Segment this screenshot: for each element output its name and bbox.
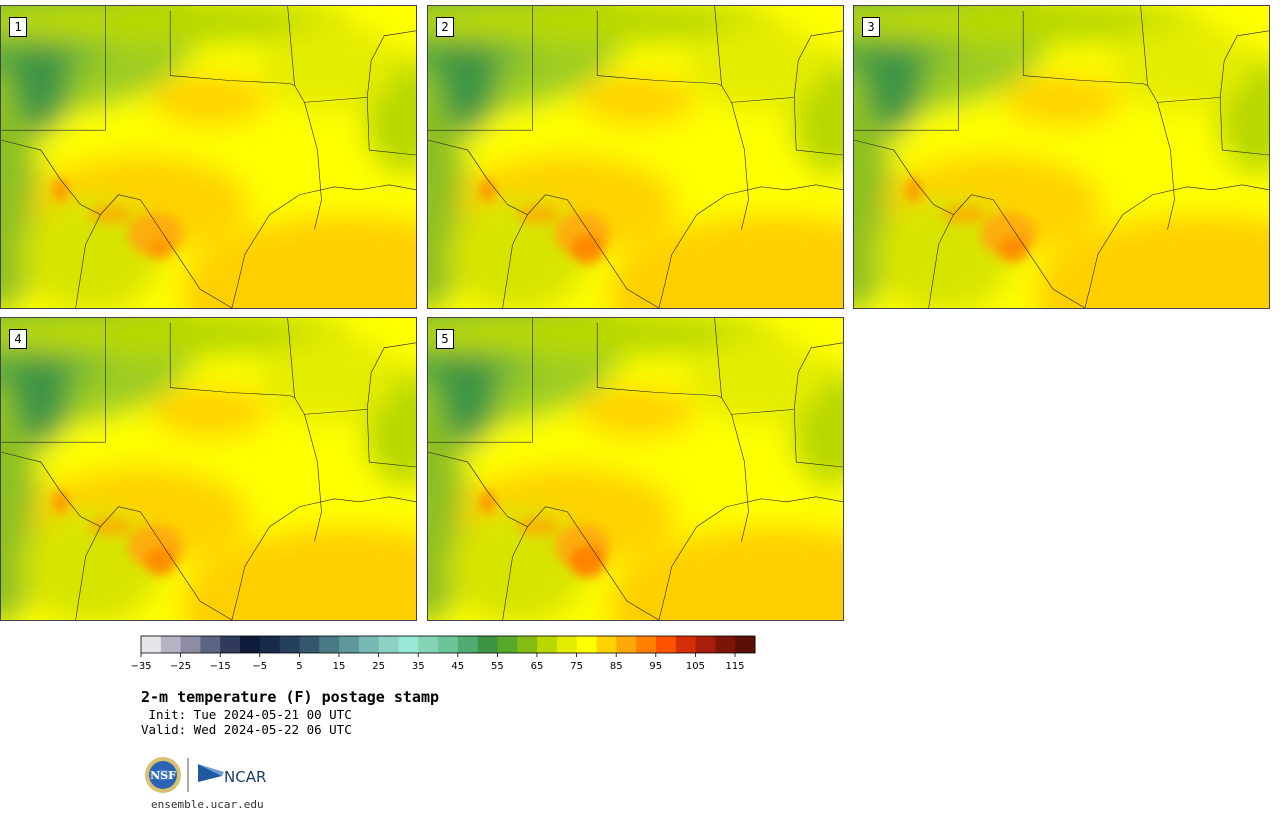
colorbar-segment — [200, 636, 221, 653]
colorbar-segment — [695, 636, 716, 653]
nsf-logo-text: NSF — [150, 769, 176, 782]
colorbar-tick-label: 45 — [451, 661, 464, 672]
temperature-colorbar: −35 −25 −15 −5 5 15 25 35 45 55 65 75 85 95 105 115 — [130, 635, 756, 672]
colorbar-tick-label: 95 — [649, 661, 662, 672]
colorbar-segment — [141, 636, 162, 653]
init-time: Init: Tue 2024-05-21 00 UTC — [141, 707, 352, 722]
colorbar-segment — [636, 636, 657, 653]
colorbar-tick-label: 25 — [372, 661, 385, 672]
colorbar-tick-label: 35 — [412, 661, 425, 672]
colorbar-segment — [378, 636, 399, 653]
colorbar-segment — [477, 636, 499, 653]
colorbar-segment — [220, 636, 241, 653]
panel-number-label: 2 — [436, 17, 454, 37]
panel-number-label: 3 — [862, 17, 880, 37]
colorbar-segment — [279, 636, 300, 653]
panel-number-label: 4 — [9, 329, 27, 349]
stamp-panel-3: 3 — [853, 5, 1270, 309]
colorbar-tick-label: −5 — [252, 661, 267, 672]
ncar-logo-text: NCAR — [224, 768, 266, 786]
colorbar-segment — [675, 636, 697, 653]
colorbar-tick-label: −15 — [210, 661, 231, 672]
colorbar-tick-label: 115 — [725, 661, 744, 672]
colorbar-segment — [438, 636, 459, 653]
colorbar-tick-label: 55 — [491, 661, 504, 672]
colorbar-tick-label: 85 — [610, 661, 623, 672]
colorbar-segment — [160, 636, 182, 653]
colorbar-tick-label: 105 — [686, 661, 705, 672]
stamp-panel-5: 5 — [427, 317, 844, 621]
colorbar-tick-label: −25 — [170, 661, 191, 672]
stamp-panel-1: 1 — [0, 5, 417, 309]
colorbar-segment — [457, 636, 479, 653]
stamp-panel-2: 2 — [427, 5, 844, 309]
colorbar-segment — [259, 636, 281, 653]
colorbar-segment — [537, 636, 558, 653]
plot-title: 2-m temperature (F) postage stamp — [141, 688, 440, 706]
stamp-panel-4: 4 — [0, 317, 417, 621]
colorbar-segment — [358, 636, 380, 653]
colorbar-segment — [596, 636, 617, 653]
colorbar-segment — [715, 636, 736, 653]
temperature-map — [1, 318, 416, 620]
colorbar-segment — [339, 636, 360, 653]
colorbar-segment — [418, 636, 439, 653]
colorbar-segment — [180, 636, 201, 653]
colorbar-segment — [616, 636, 637, 653]
colorbar-segment — [735, 636, 756, 653]
colorbar-segment — [576, 636, 598, 653]
ncar-logo: NCAR — [198, 764, 266, 786]
colorbar-segment — [398, 636, 419, 653]
colorbar-tick-label: 15 — [333, 661, 346, 672]
temperature-map — [1, 6, 416, 308]
colorbar-tick-label: 5 — [296, 661, 302, 672]
colorbar-segment — [299, 636, 320, 653]
panel-number-label: 1 — [9, 17, 27, 37]
colorbar-segment — [240, 636, 261, 653]
colorbar-segment — [319, 636, 340, 653]
nsf-logo: NSF — [145, 757, 181, 793]
colorbar-segment — [517, 636, 538, 653]
colorbar-segment — [556, 636, 578, 653]
colorbar-segment — [497, 636, 518, 653]
temperature-map — [428, 6, 843, 308]
title-block: 2-m temperature (F) postage stamp Init: … — [141, 688, 439, 737]
colorbar-tick-label: 65 — [531, 661, 544, 672]
valid-time: Valid: Wed 2024-05-22 06 UTC — [141, 722, 352, 737]
colorbar-tick-label: 75 — [570, 661, 583, 672]
logos: NSF NCAR — [145, 757, 266, 793]
panel-number-label: 5 — [436, 329, 454, 349]
website-url: ensemble.ucar.edu — [151, 798, 264, 811]
temperature-map — [428, 318, 843, 620]
colorbar-segment — [655, 636, 677, 653]
temperature-map — [854, 6, 1269, 308]
colorbar-tick-label: −35 — [130, 661, 151, 672]
